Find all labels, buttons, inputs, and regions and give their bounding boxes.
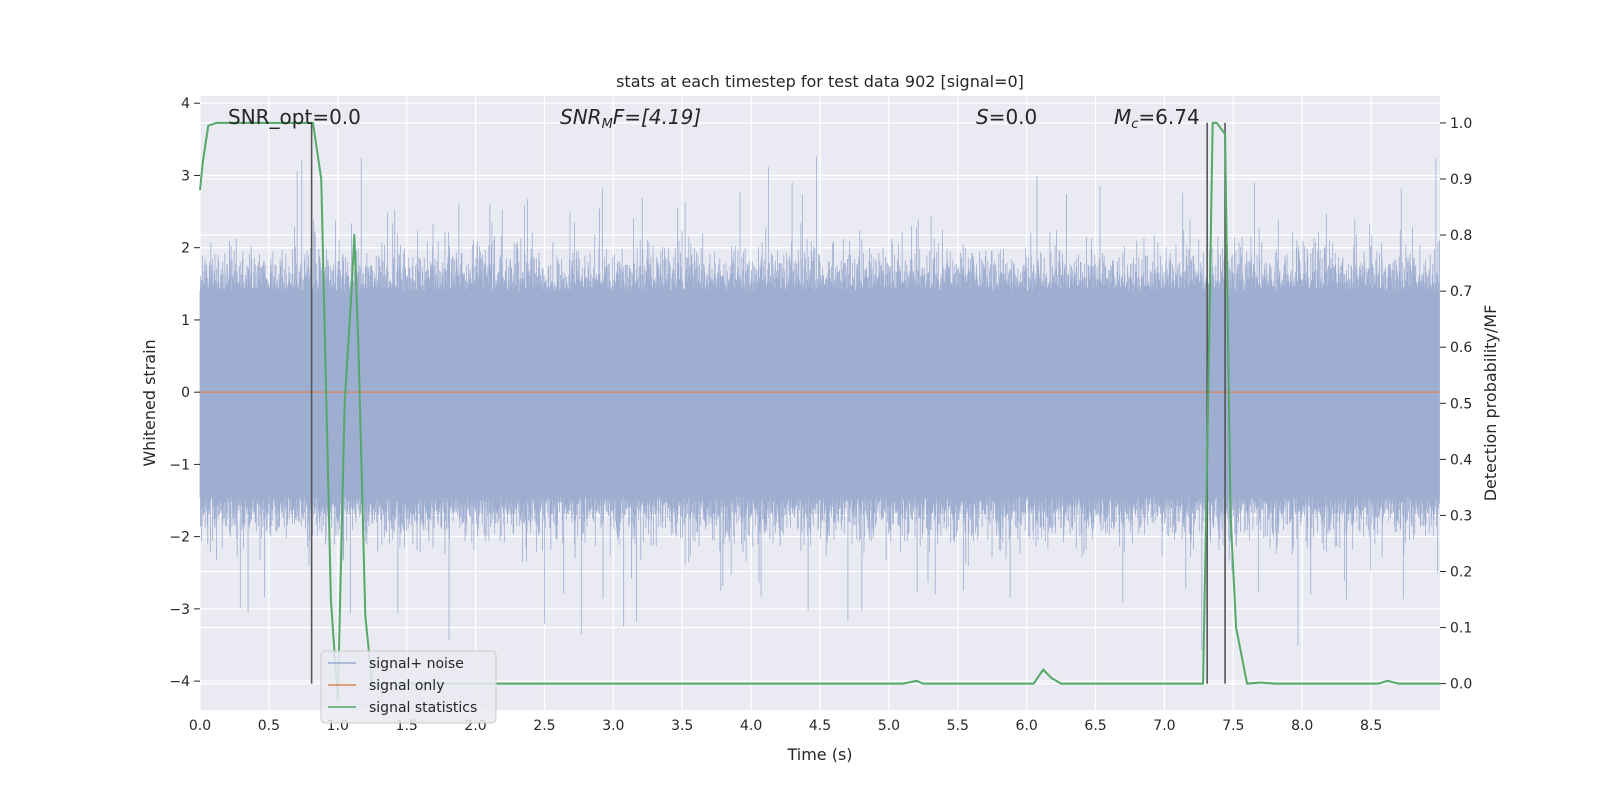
annotation-snr-mf: SNRMF=[4.19] [560, 105, 701, 132]
legend-label-signal-noise: signal+ noise [369, 656, 464, 672]
annotation-mc-sub: c [1131, 117, 1138, 132]
annotation-snr-mf-main: SNR [560, 105, 602, 129]
x-tick-label: 6.0 [1016, 718, 1038, 734]
x-tick-label: 2.5 [533, 718, 555, 734]
y-tick-label: −2 [169, 530, 190, 546]
x-axis-label: Time (s) [786, 745, 852, 764]
signal-noise-line [199, 156, 1440, 650]
y-axis-label: Whitened strain [140, 339, 159, 466]
annotation-mc-rest: =6.74 [1138, 105, 1199, 129]
signal-statistics-line [199, 121, 1440, 702]
annotation-mc: Mc=6.74 [1114, 105, 1200, 132]
x-tick-label: 8.0 [1291, 718, 1313, 734]
chart-title: stats at each timestep for test data 902… [616, 72, 1024, 91]
y-axis-left-ticks: −4 −3 −2 −1 0 1 2 3 4 [169, 96, 200, 690]
y-right-tick-label: 0.8 [1450, 228, 1472, 244]
x-tick-label: 5.5 [947, 718, 969, 734]
y-tick-label: 1 [181, 313, 190, 329]
y-tick-label: −4 [169, 674, 190, 690]
x-tick-label: 8.5 [1360, 718, 1382, 734]
y-right-tick-label: 0.4 [1450, 452, 1472, 468]
x-tick-label: 3.0 [602, 718, 624, 734]
y-tick-label: 0 [181, 385, 190, 401]
y-right-tick-label: 0.9 [1450, 172, 1472, 188]
legend-label-signal-statistics: signal statistics [369, 700, 477, 716]
y-tick-label: −3 [169, 602, 190, 618]
x-tick-label: 7.5 [1222, 718, 1244, 734]
y-tick-label: −1 [169, 457, 190, 473]
x-tick-label: 4.5 [809, 718, 831, 734]
x-tick-label: 4.0 [740, 718, 762, 734]
annotation-snr-mf-sub: M [602, 117, 613, 132]
y-axis-right-label: Detection probability/MF [1481, 305, 1500, 502]
y-right-tick-label: 0.2 [1450, 564, 1472, 580]
annotation-snr-opt: SNR_opt=0.0 [228, 105, 361, 129]
x-tick-label: 3.5 [671, 718, 693, 734]
y-right-tick-label: 0.3 [1450, 508, 1472, 524]
y-tick-label: 4 [181, 96, 190, 112]
y-right-tick-label: 1.0 [1450, 116, 1472, 132]
y-right-tick-label: 0.7 [1450, 284, 1472, 300]
annotation-s-italic: S [976, 105, 989, 129]
x-tick-label: 0.5 [258, 718, 280, 734]
series-signal-statistics [199, 121, 1440, 702]
y-tick-label: 2 [181, 241, 190, 257]
annotation-s: S=0.0 [976, 105, 1037, 129]
y-right-tick-label: 0.1 [1450, 621, 1472, 637]
y-right-tick-label: 0.0 [1450, 677, 1472, 693]
y-tick-label: 3 [181, 168, 190, 184]
y-right-tick-label: 0.5 [1450, 396, 1472, 412]
x-tick-label: 5.0 [878, 718, 900, 734]
annotation-snr-mf-rest: F=[4.19] [613, 105, 701, 129]
series-signal-noise [199, 156, 1440, 650]
annotation-mc-main: M [1114, 105, 1131, 129]
annotation-s-rest: =0.0 [989, 105, 1038, 129]
x-tick-label: 0.0 [189, 718, 211, 734]
x-tick-label: 6.5 [1084, 718, 1106, 734]
legend-label-signal-only: signal only [369, 678, 444, 694]
legend-box [320, 650, 497, 724]
legend: signal+ noise signal only signal statist… [320, 650, 497, 724]
y-right-tick-label: 0.6 [1450, 340, 1472, 356]
y-axis-right-ticks: 0.0 0.1 0.2 0.3 0.4 0.5 0.6 0.7 0.8 0.9 1.0 [1440, 116, 1472, 693]
x-tick-label: 7.0 [1153, 718, 1175, 734]
